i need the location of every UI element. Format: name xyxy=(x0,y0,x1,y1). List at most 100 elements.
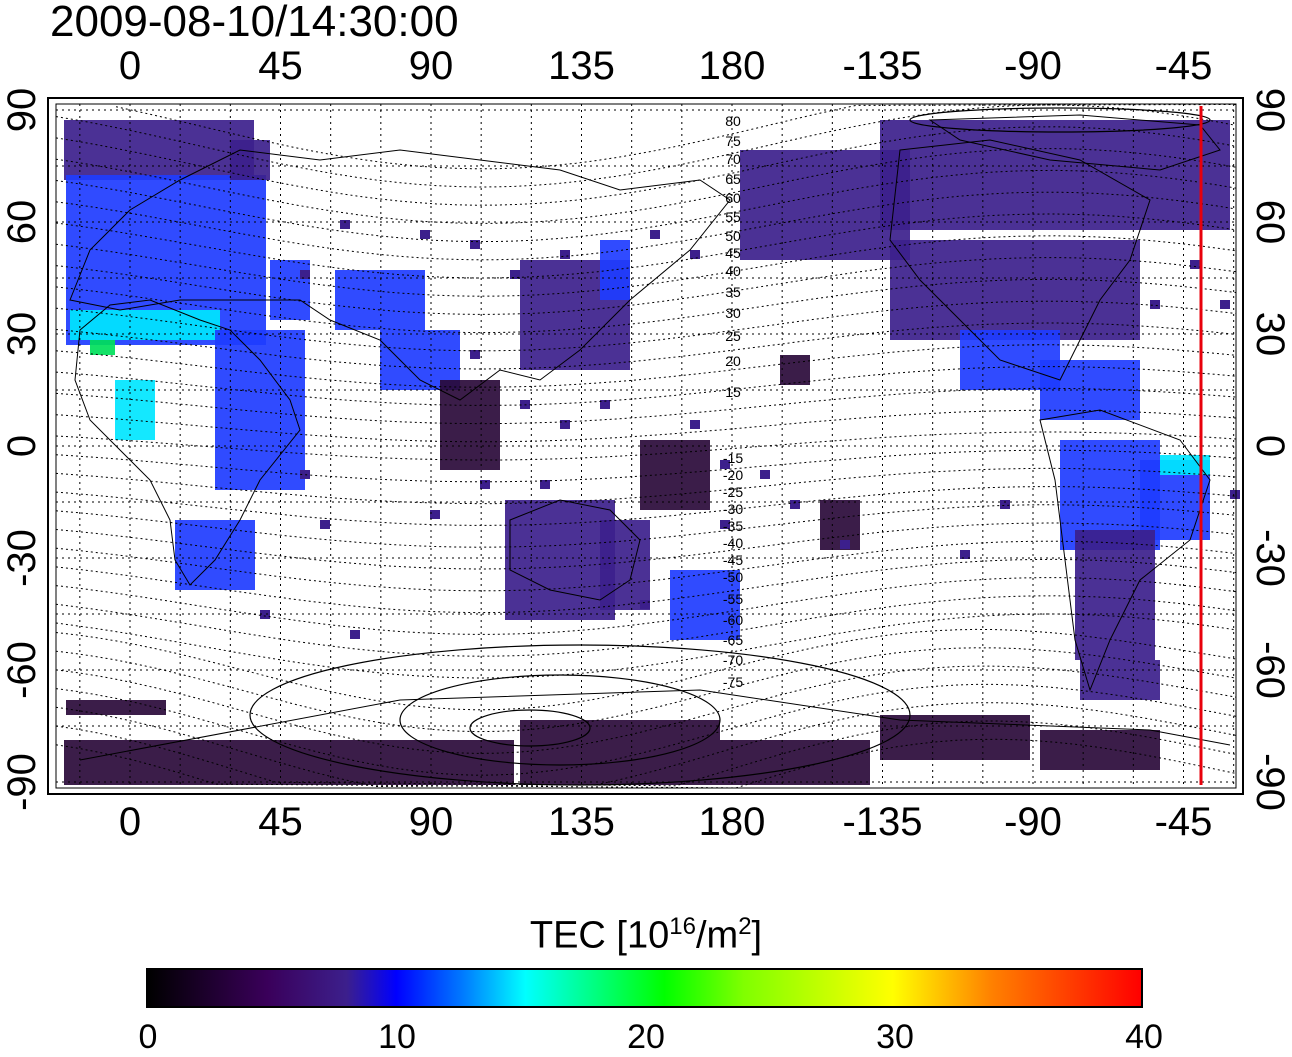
contour-label: 50 xyxy=(725,228,741,244)
top-tick-label: -45 xyxy=(1154,44,1213,88)
contour-label: -65 xyxy=(723,632,743,648)
tec-sample xyxy=(470,240,480,249)
top-tick-label: -135 xyxy=(842,44,923,88)
contour-label: -30 xyxy=(723,501,743,517)
contour-line xyxy=(55,647,1237,733)
contour-line xyxy=(55,431,1237,461)
contour-label: 65 xyxy=(725,171,741,187)
contour-label: 80 xyxy=(725,113,741,129)
contour-label: 35 xyxy=(725,284,741,300)
tec-patch xyxy=(890,240,1140,340)
contour-label: 15 xyxy=(725,384,741,400)
tec-patch xyxy=(670,570,740,640)
contour-line xyxy=(55,738,1237,789)
tec-patch xyxy=(520,720,720,785)
contour-label: 20 xyxy=(725,353,741,369)
tec-sample xyxy=(560,250,570,259)
tec-sample xyxy=(600,560,610,569)
contour-line xyxy=(55,409,1237,443)
top-tick-label: 135 xyxy=(548,44,615,88)
tec-sample xyxy=(720,460,730,469)
contour-line xyxy=(909,107,1211,133)
tec-patch xyxy=(440,380,500,470)
contour-line xyxy=(55,126,1237,206)
contour-line xyxy=(55,387,1237,425)
tec-sample xyxy=(480,480,490,489)
contour-line xyxy=(55,720,1237,787)
contour-line xyxy=(55,613,1237,679)
top-tick-label: 90 xyxy=(408,44,454,88)
colorbar-title: TEC [1016/m2] xyxy=(529,913,763,957)
bottom-tick-label: 90 xyxy=(408,800,454,844)
contour-label: -15 xyxy=(723,450,743,466)
tec-patch xyxy=(64,120,254,180)
top-tick-label: -90 xyxy=(1004,44,1062,88)
tec-sample xyxy=(470,350,480,359)
contour-label: 30 xyxy=(725,305,741,321)
bottom-tick-label: 135 xyxy=(548,800,615,844)
contour-label: -60 xyxy=(723,612,743,628)
bottom-tick-label: 45 xyxy=(258,800,303,844)
top-tick-label: 45 xyxy=(258,44,303,88)
tec-patch xyxy=(720,740,870,785)
tec-sample xyxy=(420,230,430,239)
contour-line xyxy=(55,148,1237,224)
tec-sample xyxy=(690,420,700,429)
tec-patch xyxy=(780,355,810,385)
tec-patch xyxy=(70,310,220,340)
tec-sample xyxy=(510,270,520,279)
tec-patch xyxy=(1160,455,1210,475)
contour-label: -75 xyxy=(723,674,743,690)
bottom-tick-label: -135 xyxy=(842,800,923,844)
tec-patch xyxy=(64,740,514,785)
contour-line xyxy=(55,702,1237,788)
tec-patch xyxy=(215,330,305,490)
contour-label: -20 xyxy=(723,467,743,483)
contour-line xyxy=(55,467,1237,505)
tec-sample xyxy=(960,550,970,559)
contour-label: -70 xyxy=(723,652,743,668)
tec-sample xyxy=(560,420,570,429)
tec-patch xyxy=(505,500,615,620)
contour-label: 40 xyxy=(725,263,741,279)
tec-sample xyxy=(720,520,730,529)
contour-line xyxy=(55,366,1237,406)
coastline xyxy=(509,499,641,601)
bottom-tick-label: -90 xyxy=(1004,800,1062,844)
tec-sample xyxy=(600,400,610,409)
contour-line xyxy=(55,628,1237,711)
contour-line xyxy=(55,577,1237,635)
tec-data-layer xyxy=(64,120,1240,785)
colorbar xyxy=(146,968,1143,1008)
contour-label: 60 xyxy=(725,190,741,206)
coastline xyxy=(928,114,1221,171)
tec-sample xyxy=(1150,300,1160,309)
contour-line xyxy=(55,595,1237,657)
tec-sample xyxy=(640,600,650,609)
contour-label: 75 xyxy=(725,133,741,149)
contour-label: 55 xyxy=(725,209,741,225)
tec-patch xyxy=(880,120,1230,230)
contour-line xyxy=(249,644,911,786)
tec-sample xyxy=(300,270,310,279)
coastline xyxy=(889,139,1151,381)
tec-patch xyxy=(115,380,155,440)
tec-sample xyxy=(1000,500,1010,509)
tec-sample xyxy=(320,520,330,529)
contour-line xyxy=(399,674,721,766)
top-tick-label: 0 xyxy=(118,44,142,88)
tec-sample xyxy=(540,480,550,489)
contour-line xyxy=(55,665,1237,754)
contour-label: -45 xyxy=(723,552,743,568)
coastlines xyxy=(69,114,1231,761)
tec-sample xyxy=(760,470,770,479)
contour-label: 25 xyxy=(725,328,741,344)
colorbar-tick-label: 10 xyxy=(378,1018,416,1056)
tec-patch xyxy=(1040,730,1160,770)
map-inner-frame xyxy=(55,103,1237,789)
tec-sample xyxy=(340,220,350,229)
contour-line xyxy=(55,449,1237,483)
tec-patch xyxy=(90,340,115,355)
contour-label: -55 xyxy=(723,591,743,607)
